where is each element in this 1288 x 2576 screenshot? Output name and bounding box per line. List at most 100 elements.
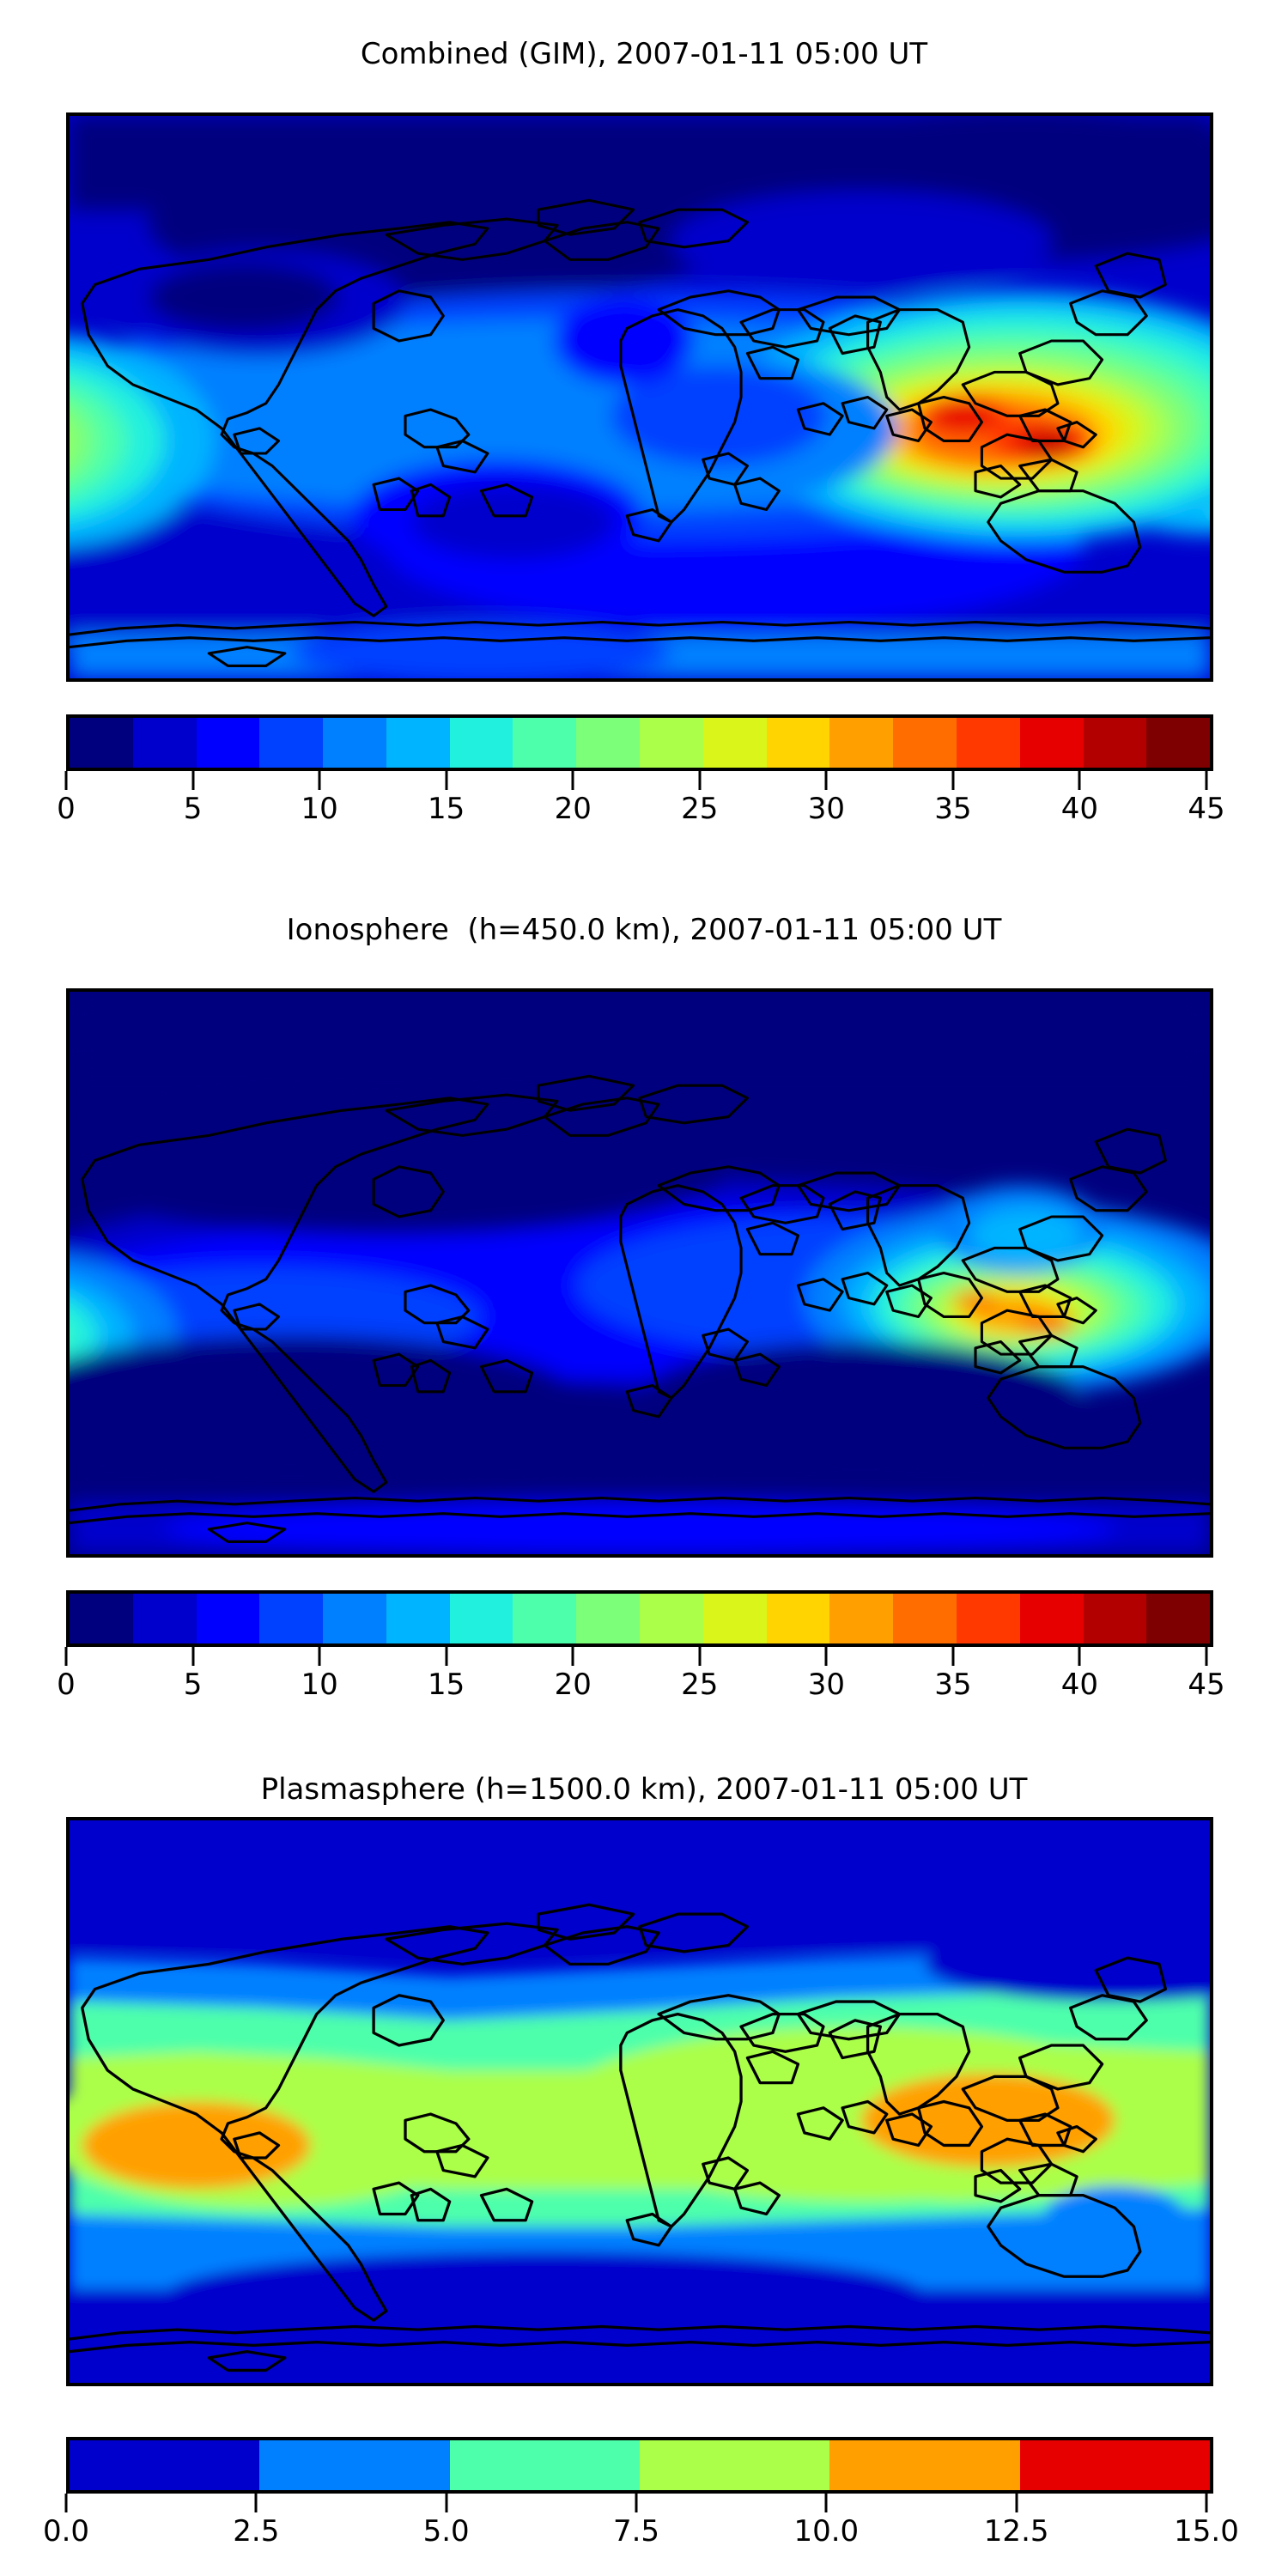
colorbar-segment bbox=[323, 718, 386, 768]
colorbar-segment bbox=[702, 1594, 767, 1643]
colorbar-tick-label: 25 bbox=[681, 1668, 719, 1702]
colorbar-tick bbox=[951, 771, 955, 790]
colorbar-tick-label: 40 bbox=[1060, 1668, 1099, 1702]
colorbar-tick bbox=[698, 771, 702, 790]
colorbar-segment bbox=[829, 718, 894, 768]
colorbar-ionosphere-labels: 0 5 10 15 20 25 30 35 40 45 bbox=[57, 1668, 1224, 1705]
field-plasmasphere bbox=[70, 1820, 1210, 2383]
colorbar-combined-gim-labels: 0 5 10 15 20 25 30 35 40 45 bbox=[57, 792, 1224, 829]
colorbar-tick bbox=[64, 1647, 68, 1666]
colorbar-segment bbox=[1019, 1594, 1084, 1643]
colorbar-segment bbox=[640, 718, 703, 768]
colorbar-segment bbox=[513, 1594, 577, 1643]
colorbar-tick bbox=[698, 1647, 702, 1666]
colorbar-tick-label: 45 bbox=[1188, 792, 1225, 826]
colorbar-segment bbox=[702, 718, 767, 768]
colorbar-tick bbox=[824, 771, 828, 790]
colorbar-segment bbox=[513, 718, 577, 768]
colorbar-tick-label: 0 bbox=[57, 792, 76, 826]
coastlines-plasmasphere bbox=[70, 1903, 1210, 2372]
colorbar-segment bbox=[956, 1594, 1020, 1643]
colorbar-tick bbox=[445, 1647, 448, 1666]
panel-combined-gim: Combined (GIM), 2007-01-11 05:00 UT bbox=[0, 0, 1288, 876]
colorbar-segment bbox=[1083, 718, 1147, 768]
colorbar-tick bbox=[1078, 1647, 1081, 1666]
colorbar-tick-label: 15.0 bbox=[1174, 2514, 1239, 2549]
colorbar-tick bbox=[445, 771, 448, 790]
colorbar-tick bbox=[951, 1647, 955, 1666]
panel-title-ionosphere: Ionosphere (h=450.0 km), 2007-01-11 05:0… bbox=[286, 913, 1002, 947]
colorbar-segment bbox=[70, 718, 133, 768]
colorbar-segment bbox=[1019, 718, 1084, 768]
colorbar-segment bbox=[386, 718, 450, 768]
colorbar-segment bbox=[259, 2440, 450, 2490]
colorbar-plasmasphere-bar[interactable] bbox=[66, 2437, 1213, 2494]
colorbar-tick-label: 30 bbox=[807, 792, 845, 826]
colorbar-segment bbox=[893, 1594, 957, 1643]
colorbar-segment bbox=[70, 1594, 133, 1643]
panel-title-combined-gim: Combined (GIM), 2007-01-11 05:00 UT bbox=[360, 37, 928, 71]
panel-ionosphere: Ionosphere (h=450.0 km), 2007-01-11 05:0… bbox=[0, 876, 1288, 1752]
colorbar-tick-label: 40 bbox=[1060, 792, 1099, 826]
colorbar-tick-label: 35 bbox=[934, 1668, 972, 1702]
colorbar-segment bbox=[70, 2440, 260, 2490]
colorbar-tick-label: 2.5 bbox=[233, 2514, 280, 2549]
colorbar-plasmasphere-labels: 0.0 2.5 5.0 7.5 10.0 12.5 15.0 bbox=[43, 2514, 1239, 2552]
colorbar-segment bbox=[893, 718, 957, 768]
colorbar-tick bbox=[318, 1647, 321, 1666]
colorbar-segment bbox=[1019, 2440, 1210, 2490]
colorbar-segment bbox=[323, 1594, 386, 1643]
colorbar-segment bbox=[766, 1594, 830, 1643]
colorbar-segment bbox=[829, 2440, 1020, 2490]
colorbar-segment bbox=[259, 1594, 324, 1643]
colorbar-tick bbox=[1205, 771, 1208, 790]
colorbar-tick bbox=[571, 1647, 574, 1666]
colorbar-tick-label: 35 bbox=[934, 792, 972, 826]
colorbar-tick bbox=[824, 1647, 828, 1666]
colorbar-segment bbox=[766, 718, 830, 768]
colorbar-tick-label: 5 bbox=[183, 792, 203, 826]
colorbar-segment bbox=[576, 718, 641, 768]
colorbar-segment bbox=[449, 2440, 640, 2490]
colorbar-tick-label: 15 bbox=[428, 1668, 465, 1702]
colorbar-ionosphere: 0 5 10 15 20 25 30 35 40 45 bbox=[57, 1590, 1225, 1710]
colorbar-ionosphere-ticks bbox=[64, 1647, 1208, 1666]
colorbar-tick-label: 20 bbox=[554, 792, 592, 826]
colorbar-tick bbox=[191, 1647, 195, 1666]
colorbar-tick-label: 12.5 bbox=[983, 2514, 1049, 2549]
colorbar-segment bbox=[386, 1594, 450, 1643]
colorbar-combined-gim-bar[interactable] bbox=[66, 714, 1213, 771]
colorbar-segment bbox=[259, 718, 324, 768]
colorbar-ionosphere-bar[interactable] bbox=[66, 1590, 1213, 1647]
colorbar-segment bbox=[956, 718, 1020, 768]
colorbar-tick-label: 20 bbox=[554, 1668, 592, 1702]
colorbar-tick-label: 10.0 bbox=[793, 2514, 860, 2549]
colorbar-segment bbox=[132, 718, 197, 768]
colorbar-tick-label: 45 bbox=[1188, 1668, 1225, 1702]
panel-title-plasmasphere: Plasmasphere (h=1500.0 km), 2007-01-11 0… bbox=[260, 1772, 1028, 1807]
colorbar-segment bbox=[449, 718, 513, 768]
field-ionosphere bbox=[70, 992, 1210, 1554]
colorbar-tick bbox=[1078, 771, 1081, 790]
map-combined-gim-svg bbox=[70, 116, 1210, 678]
colorbar-combined-gim-ticks bbox=[64, 771, 1208, 790]
field-combined-gim bbox=[70, 116, 1210, 678]
colorbar-tick bbox=[1205, 1647, 1208, 1666]
colorbar-segment bbox=[196, 1594, 260, 1643]
colorbar-tick bbox=[635, 2494, 638, 2512]
colorbar-tick-label: 10 bbox=[301, 792, 338, 826]
colorbar-tick-label: 0.0 bbox=[42, 2514, 90, 2549]
colorbar-segment bbox=[639, 2440, 830, 2490]
colorbar-tick bbox=[64, 771, 68, 790]
colorbar-segment bbox=[449, 1594, 513, 1643]
coastlines-ionosphere bbox=[70, 1074, 1210, 1543]
colorbar-tick bbox=[571, 771, 574, 790]
colorbar-tick-label: 15 bbox=[428, 792, 465, 826]
colorbar-plasmasphere: 0.0 2.5 5.0 7.5 10.0 12.5 15.0 bbox=[43, 2437, 1239, 2557]
colorbar-combined-gim: 0 5 10 15 20 25 30 35 40 45 bbox=[57, 714, 1225, 835]
map-ionosphere-svg bbox=[70, 992, 1210, 1554]
colorbar-segment bbox=[1146, 1594, 1210, 1643]
colorbar-tick bbox=[254, 2494, 258, 2512]
map-combined-gim bbox=[66, 112, 1213, 682]
